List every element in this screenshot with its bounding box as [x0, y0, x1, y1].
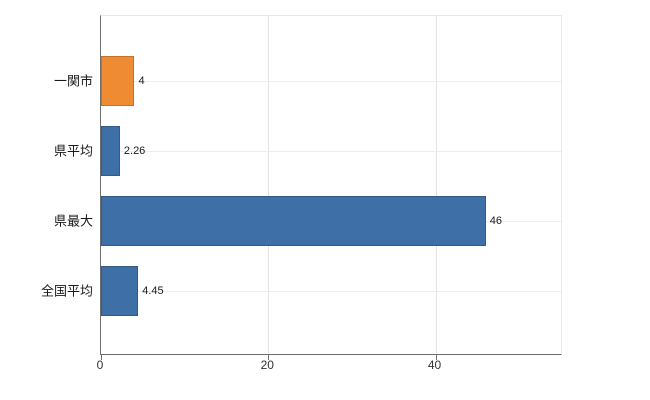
value-label: 2.26	[123, 145, 146, 157]
x-axis-labels: 0 20 40	[0, 358, 650, 378]
row-gridline	[101, 291, 561, 292]
bar	[101, 196, 486, 246]
x-gridline	[268, 16, 270, 354]
row-gridline	[101, 81, 561, 82]
x-axis-tick	[268, 355, 270, 360]
x-axis-tick	[101, 355, 102, 360]
plot-area: 4 2.26 46 4.45	[100, 15, 562, 360]
category-label: 一関市	[53, 73, 93, 89]
x-gridline	[435, 16, 437, 354]
x-tick-label: 40	[427, 358, 442, 372]
value-label: 4.45	[142, 285, 164, 297]
value-label: 4	[138, 75, 145, 87]
bar	[101, 266, 139, 316]
x-tick-label: 20	[260, 358, 274, 372]
category-label: 県最大	[53, 213, 93, 229]
category-label: 県平均	[53, 143, 93, 159]
value-label: 46	[489, 215, 502, 227]
bar	[101, 126, 120, 176]
row-gridline	[101, 151, 561, 152]
x-axis-tick	[435, 355, 437, 360]
x-tick-label: 0	[96, 358, 104, 372]
category-label: 全国平均	[40, 283, 93, 299]
y-axis-labels: 一関市県平均県最大全国平均	[0, 0, 96, 400]
bar	[101, 56, 135, 106]
